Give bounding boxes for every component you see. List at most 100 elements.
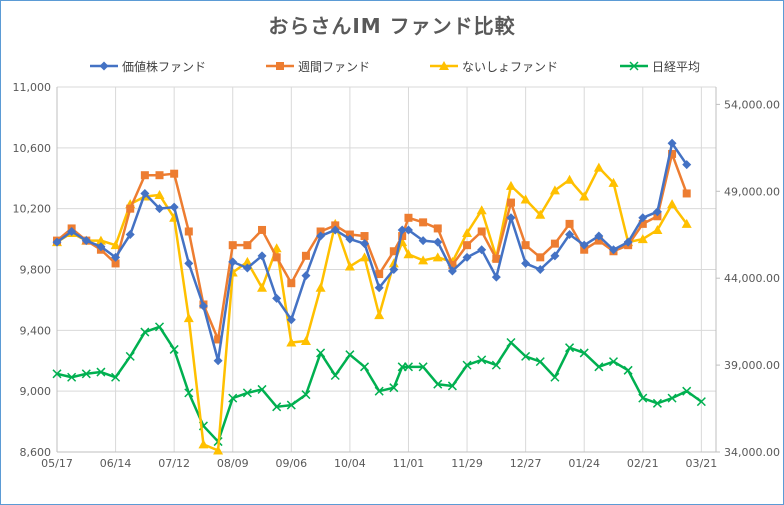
series-3-point [257, 384, 267, 394]
series-3-point [696, 397, 706, 407]
series-0-point [155, 204, 165, 214]
series-0-point [140, 188, 150, 198]
series-3-point [403, 362, 413, 372]
series-1-point [155, 171, 164, 180]
series-1-point [398, 232, 407, 241]
series-0-point [198, 301, 208, 311]
series-3-point [374, 386, 384, 396]
series-2-point [462, 228, 473, 237]
x-tick-label: 06/14 [100, 457, 132, 470]
series-1-point [653, 212, 662, 221]
series-0-point [374, 283, 384, 293]
series-0-point [652, 207, 662, 217]
series-3-point [345, 350, 355, 360]
y-right-tick-label: 34,000.00 [724, 446, 780, 459]
series-0-point [81, 236, 91, 246]
series-0-point [345, 234, 355, 244]
legend-item: 価値株ファンド [90, 56, 206, 76]
series-0-point [286, 315, 296, 325]
series-1-point [565, 219, 574, 228]
series-3-point [623, 365, 633, 375]
series-3-point [433, 379, 443, 389]
series-2-point [681, 218, 692, 228]
series-2-point [432, 252, 443, 262]
y-right-tick-label: 44,000.00 [724, 272, 780, 285]
series-0-point [638, 213, 648, 223]
series-1-point [316, 227, 325, 236]
series-1-point [463, 241, 472, 250]
series-0-point [491, 272, 501, 282]
series-1-point [301, 251, 310, 260]
y-left-tick-label: 11,000 [13, 81, 52, 94]
series-0-point [301, 271, 311, 281]
series-3-point [652, 398, 662, 408]
series-0-point [579, 240, 589, 250]
chart-title: おらさんIM ファンド比較 [268, 14, 516, 38]
series-1-point [214, 335, 223, 344]
series-1-point [140, 171, 149, 180]
series-0-point [67, 226, 77, 236]
series-2-point [242, 256, 253, 266]
series-2-point [608, 177, 619, 187]
legend-swatch [90, 61, 118, 71]
series-3-point [491, 360, 501, 370]
series-2-point [637, 234, 648, 244]
series-3-point [154, 322, 165, 332]
series-3-point [301, 390, 311, 400]
series-2-point [300, 335, 311, 345]
series-3-point [111, 372, 121, 382]
series-0-point [623, 237, 633, 247]
series-3-point [447, 381, 457, 391]
series-3-point [242, 388, 252, 398]
series-0-point [397, 225, 407, 235]
series-0-point [565, 230, 575, 240]
series-3-point [125, 351, 135, 361]
series-0-point [506, 213, 516, 223]
x-tick-label: 11/29 [451, 457, 483, 470]
x-tick-label: 07/12 [158, 457, 190, 470]
series-3-point [140, 327, 150, 337]
series-0-point [242, 263, 252, 273]
series-0-point [667, 138, 677, 148]
series-3-point [579, 348, 589, 358]
series-3-point [96, 367, 106, 377]
y-left-tick-label: 10,200 [13, 203, 52, 216]
series-3-point [521, 351, 531, 361]
series-2-point [213, 445, 224, 455]
series-0-point [447, 266, 457, 276]
series-0-point [213, 356, 223, 366]
series-2-point [505, 180, 516, 190]
series-0-point [535, 265, 545, 274]
series-2-point [344, 261, 355, 271]
legend: 価値株ファンド 週間ファンド ないしょファンド 日経平均 [0, 56, 784, 76]
x-tick-label: 10/04 [334, 457, 366, 470]
series-0-point [96, 242, 106, 252]
series-0-point [594, 231, 604, 241]
series-0-point [521, 258, 531, 268]
series-2-point [95, 235, 106, 245]
legend-label: 日経平均 [652, 59, 701, 74]
series-0-point [360, 239, 370, 249]
series-0-point [228, 257, 238, 267]
series-2-point [286, 337, 297, 347]
series-1-point [389, 247, 398, 256]
series-3-point [52, 369, 62, 379]
x-tick-label: 09/06 [275, 457, 307, 470]
series-3-point [535, 357, 545, 367]
series-1-point [536, 253, 545, 262]
x-tick-label: 03/21 [686, 457, 718, 470]
series-1-point [682, 189, 691, 198]
series-0-point [52, 237, 62, 247]
series-0-point [257, 251, 267, 261]
series-1-point [228, 241, 237, 250]
series-3-point [550, 372, 560, 382]
series-0-point [125, 230, 135, 240]
legend-swatch [430, 61, 458, 70]
series-2-point [549, 185, 560, 195]
series-0-point [433, 237, 443, 247]
series-2-point [359, 252, 370, 262]
x-tick-label: 01/24 [568, 457, 600, 470]
series-2-point [579, 191, 590, 201]
series-1-point [375, 270, 384, 279]
